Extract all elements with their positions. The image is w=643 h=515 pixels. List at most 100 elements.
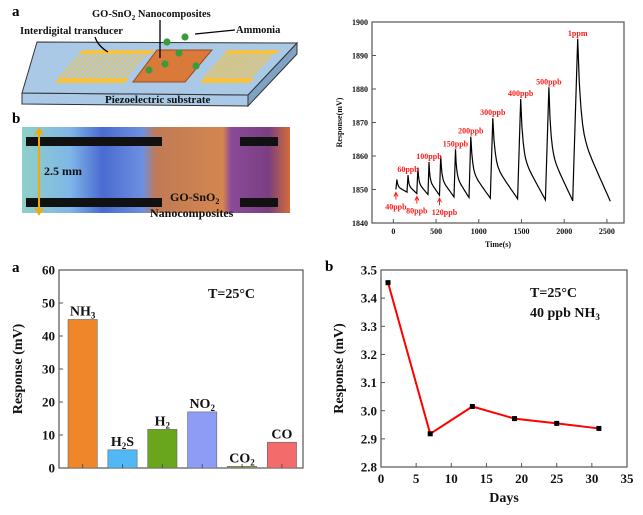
selectivity-y-tick-label: 50 bbox=[42, 296, 55, 311]
response-y-tick-label: 1860 bbox=[352, 152, 368, 161]
idt-finger bbox=[58, 53, 82, 79]
schematic-panel-label: a bbox=[12, 4, 20, 20]
stability-line bbox=[387, 282, 600, 436]
idt-finger bbox=[118, 53, 142, 79]
stability-x-tick-label: 10 bbox=[445, 471, 458, 486]
left-electrode-top bbox=[26, 137, 162, 146]
nanocomposite-label: GO-SnO2 Nanocomposites bbox=[92, 9, 211, 22]
photo-film-label-line2: Nanocomposites bbox=[150, 206, 234, 220]
idt-bus-top bbox=[224, 50, 280, 54]
data-point bbox=[554, 420, 560, 426]
exposure-label: 150ppb bbox=[443, 139, 469, 148]
exposure-arrow bbox=[414, 195, 420, 204]
response-y-tick-label: 1880 bbox=[352, 85, 368, 94]
stability-y-tick-label: 3.0 bbox=[361, 403, 377, 418]
ammonia-dot bbox=[145, 66, 153, 74]
ammonia-arrow bbox=[194, 29, 236, 35]
idt-bus-top bbox=[79, 50, 155, 54]
exposure-label: 1ppm bbox=[568, 29, 588, 38]
stability-x-tick-label: 5 bbox=[413, 471, 420, 486]
stability-y-axis-label: Response (mV) bbox=[332, 323, 347, 414]
exposure-label: 400ppb bbox=[508, 89, 534, 98]
idt-bus-bottom bbox=[200, 78, 254, 83]
stability-panel-label: b bbox=[325, 259, 333, 275]
idt-finger bbox=[123, 53, 147, 79]
exposure-label: 120ppb bbox=[432, 208, 458, 217]
exposure-label: 80ppb bbox=[406, 207, 428, 216]
idt-finger bbox=[88, 53, 112, 79]
substrate-label: Piezoelectric substrate bbox=[105, 94, 210, 106]
response-y-tick-label: 1850 bbox=[352, 185, 368, 194]
idt-finger bbox=[249, 53, 273, 79]
idt-finger bbox=[78, 53, 102, 79]
response-x-axis-label: Time(s) bbox=[485, 240, 511, 249]
response-y-tick-label: 1840 bbox=[352, 219, 368, 228]
stability-y-tick-label: 3.3 bbox=[361, 319, 378, 334]
ammonia-dot bbox=[181, 33, 189, 41]
bar bbox=[147, 429, 178, 469]
response-x-tick-label: 2500 bbox=[599, 227, 615, 236]
bar bbox=[187, 411, 218, 469]
idt-finger bbox=[73, 53, 97, 79]
response-curve bbox=[395, 38, 611, 203]
ammonia-dot bbox=[161, 60, 169, 68]
bar-category-label: NO2 bbox=[189, 397, 215, 413]
selectivity-y-tick-label: 60 bbox=[42, 263, 55, 278]
nanocomposite-film bbox=[132, 49, 214, 83]
ammonia-label: Ammonia bbox=[236, 25, 281, 36]
right-electrode-top bbox=[240, 137, 278, 146]
response-y-tick-label: 1870 bbox=[352, 118, 368, 127]
bar-category-label: CO bbox=[271, 427, 292, 442]
bar-category-label: H2 bbox=[155, 414, 171, 430]
idt-finger bbox=[217, 53, 241, 79]
idt-bus-bottom bbox=[55, 78, 129, 83]
stability-x-axis-label: Days bbox=[489, 491, 519, 506]
exposure-label: 300ppb bbox=[480, 108, 506, 117]
bar-category-label: NH3 bbox=[70, 305, 96, 321]
bar bbox=[266, 441, 297, 469]
idt-finger bbox=[214, 53, 238, 79]
idt-finger bbox=[113, 53, 137, 79]
response-x-tick-label: 500 bbox=[430, 227, 442, 236]
idt-finger bbox=[103, 53, 127, 79]
width-label: 2.5 mm bbox=[44, 164, 82, 178]
idt-finger bbox=[63, 53, 87, 79]
idt-finger bbox=[68, 53, 92, 79]
selectivity-panel-label: a bbox=[12, 260, 20, 276]
data-point bbox=[469, 403, 475, 409]
selectivity-y-axis-label: Response (mV) bbox=[11, 323, 26, 414]
response-plot-frame bbox=[371, 21, 625, 224]
selectivity-bar-chart: 0 10 20 30 40 50 60 a Response (mV) T=25°C NH3 H2S H… bbox=[11, 260, 304, 476]
idt-finger bbox=[232, 53, 256, 79]
idt-finger bbox=[235, 53, 259, 79]
response-x-tick-label: 0 bbox=[391, 227, 395, 236]
response-y-axis-label: Response(mV) bbox=[335, 97, 344, 147]
stability-x-tick-label: 35 bbox=[621, 471, 635, 486]
idt-finger bbox=[93, 53, 117, 79]
idt-finger bbox=[108, 53, 132, 79]
response-y-tick-label: 1890 bbox=[352, 51, 368, 60]
stability-y-tick-label: 3.5 bbox=[361, 263, 378, 278]
selectivity-y-tick-label: 10 bbox=[42, 428, 55, 443]
data-point bbox=[385, 280, 391, 286]
stability-x-tick-label: 15 bbox=[480, 471, 494, 486]
concentration-annotation: 40 ppb NH3 bbox=[530, 306, 600, 322]
selectivity-y-tick-label: 30 bbox=[42, 362, 55, 377]
ammonia-molecules bbox=[145, 33, 200, 74]
data-point bbox=[596, 425, 602, 431]
idt-finger bbox=[246, 53, 270, 79]
idt-finger bbox=[224, 53, 248, 79]
stability-plot-frame bbox=[380, 269, 628, 468]
idt-finger bbox=[98, 53, 122, 79]
response-x-tick-label: 1500 bbox=[513, 227, 529, 236]
device-schematic: a Piezoelectric substrate GO-SnO2 Nanoco… bbox=[12, 4, 299, 108]
time-response-chart: 0 500 1000 1500 2000 2500 1840 1850 1860 1870 1880… bbox=[335, 18, 625, 249]
idt-finger bbox=[203, 53, 227, 79]
response-x-tick-label: 2000 bbox=[556, 227, 572, 236]
selectivity-y-tick-label: 20 bbox=[42, 395, 55, 410]
response-y-tick-label: 1900 bbox=[352, 18, 368, 27]
ammonia-dot bbox=[175, 49, 183, 57]
exposure-arrow bbox=[393, 191, 399, 200]
bar bbox=[67, 319, 98, 469]
